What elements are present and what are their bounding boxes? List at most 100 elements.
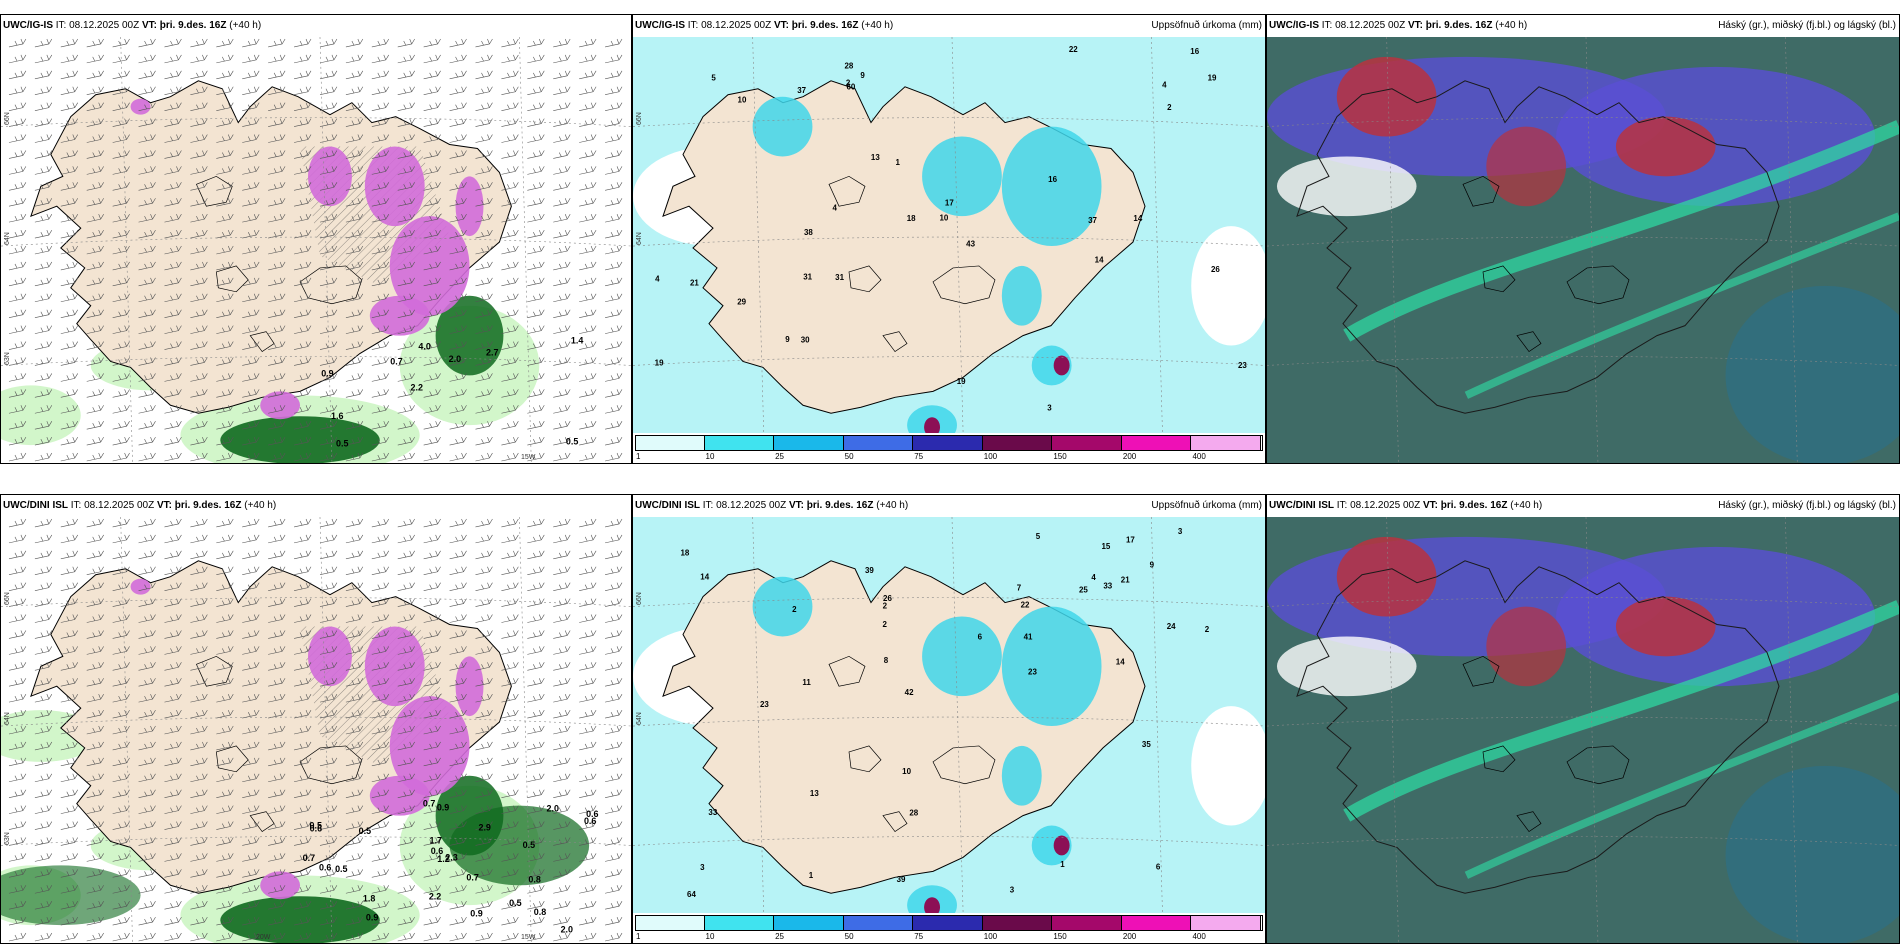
value-label: 25 [1079,586,1088,595]
wind-barb [605,725,623,735]
wind-barb [8,869,27,878]
wind-barb [216,357,234,366]
value-label: 0.9 [470,908,482,918]
wind-barb [371,325,390,334]
wind-barb [60,452,79,462]
wind-barb [242,421,260,430]
wind-barb [579,405,597,414]
wind-barb [553,389,571,398]
wind-barb [242,325,260,334]
panel-header: UWC/DINI ISL IT: 08.12.2025 00Z VT: þri.… [633,495,1265,517]
wind-barb [345,932,364,942]
wind-barb [449,518,467,528]
wind-barb [34,725,53,735]
wind-barb [60,582,79,591]
wind-barb [268,773,286,783]
wind-barb [8,198,27,207]
wind-barb [34,277,53,287]
wind-barb [268,150,286,159]
wind-barb [216,452,234,462]
wind-barb [553,102,571,111]
wind-barb [579,869,597,878]
wind-barb [319,261,338,271]
wind-barb [216,805,234,814]
wind-barb [319,837,338,846]
wind-barb [138,70,156,80]
value-label: 2.3 [445,853,457,863]
wind-barb [527,229,545,239]
valid-time: VT: þri. 9.des. 16Z [788,500,874,511]
wind-barb [8,182,27,191]
wind-barb [371,916,390,926]
wind-barb [423,709,441,719]
wind-barb [8,630,27,639]
wind-barb [164,885,182,894]
wind-barb [319,166,338,175]
wind-barb [164,694,182,703]
wind-barb [86,869,104,878]
wind-barb [268,54,286,64]
wind-barb [475,630,493,639]
wind-barb [242,357,260,366]
wind-barb [423,916,441,926]
value-label: 18 [907,214,916,223]
precip-area [1,385,81,446]
colorbar-tick-label: 50 [844,452,854,461]
wind-barb [190,932,208,942]
wind-barb [319,598,338,607]
wind-barb [527,277,545,287]
wind-barb [294,405,312,414]
precip-area [1001,265,1042,326]
wind-barb [371,341,390,350]
wind-barb [553,86,571,96]
wind-barb [190,86,208,96]
wind-barb [527,182,545,191]
wind-barb [138,932,156,942]
wind-barb [190,773,208,783]
wind-barb [164,916,182,926]
value-label: 0.8 [534,907,546,917]
wind-barb [371,70,390,80]
wind-barb [8,54,27,64]
wind-barb [553,694,571,703]
wind-barb [86,38,104,48]
wind-barb [34,837,53,846]
wind-barb [60,70,79,80]
value-label: 15 [1102,542,1111,551]
wind-barb [60,277,79,287]
wind-barb [34,293,53,303]
wind-barb [605,436,623,446]
wind-barb [553,325,571,334]
longitude-label: 20W [256,934,271,941]
colorbar-segment [1191,915,1261,931]
colorbar-segment [982,435,1053,451]
wind-barb [190,389,208,398]
longitude-line [1785,37,1798,463]
wind-barb [138,38,156,48]
wind-barb [371,38,390,48]
wind-barb [8,150,27,159]
wind-barb [319,566,338,576]
latitude-label: 66N [4,112,11,125]
wind-barb [345,678,364,687]
wind-barb [527,373,545,382]
wind-barb [605,518,623,528]
init-time: IT: 08.12.2025 00Z [1336,500,1421,511]
model-name: UWC/IG-IS [3,20,53,31]
latitude-line [1,356,631,366]
wind-barb [605,534,623,544]
wind-barb [216,662,234,671]
wind-barb [60,630,79,639]
wind-barb [112,741,130,751]
value-label: 0.9 [321,369,333,379]
wind-barb [86,614,104,623]
panel-header: UWC/IG-IS IT: 08.12.2025 00Z VT: þri. 9.… [633,15,1265,37]
latitude-line [1,236,631,247]
wind-barb [475,614,493,623]
wind-barb [138,916,156,926]
wind-barb [449,837,467,846]
wind-barb [579,86,597,96]
wind-barb [138,325,156,334]
map-area: 10 4 5 4 3 2 19 23 14 16 31 21 13 26 29 22 37 28 38 43 19 9 10… [633,37,1265,463]
wind-barb [268,709,286,719]
